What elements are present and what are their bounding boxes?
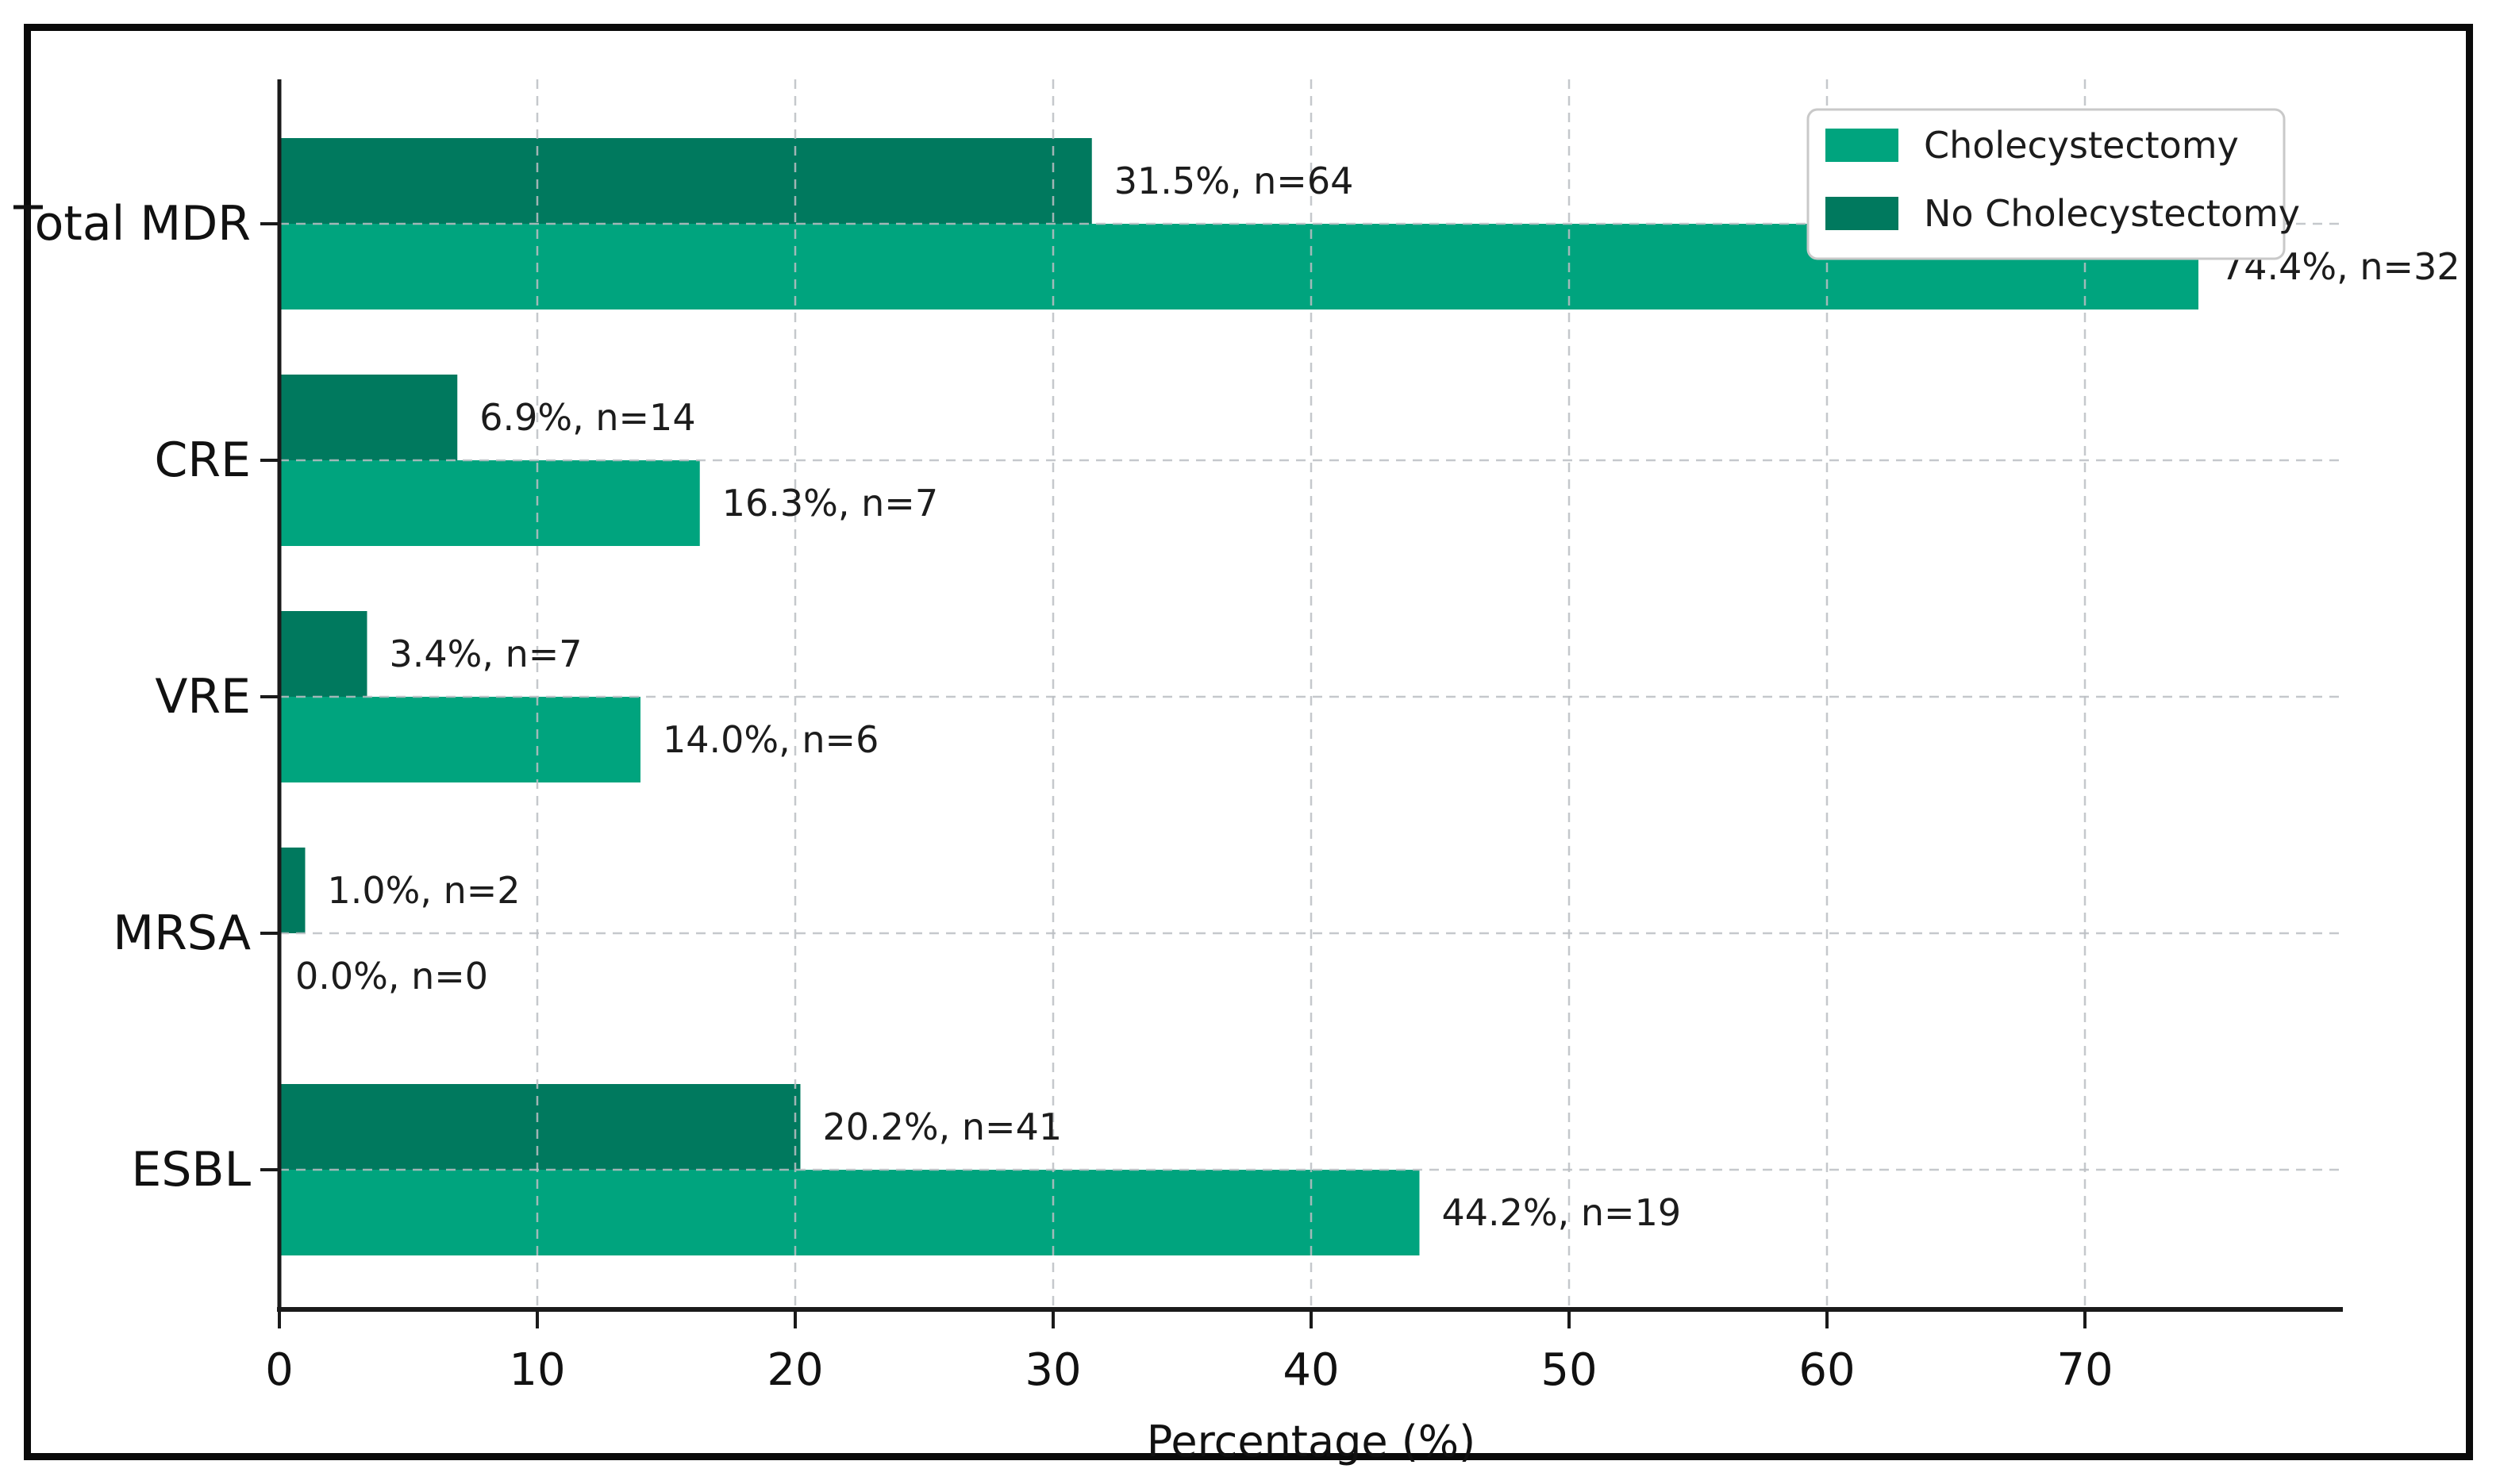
bar-no-cholecystectomy-1 xyxy=(279,375,458,460)
legend-label: Cholecystectomy xyxy=(1924,124,2239,167)
bar-label-cholecystectomy: 0.0%, n=0 xyxy=(295,955,488,998)
legend-swatch-no-cholecystectomy xyxy=(1825,197,1898,230)
bar-label-cholecystectomy: 16.3%, n=7 xyxy=(722,482,938,525)
bar-label-no-cholecystectomy: 1.0%, n=2 xyxy=(328,869,521,912)
bar-no-cholecystectomy-0 xyxy=(279,138,1092,224)
x-tick-label: 40 xyxy=(1283,1344,1339,1396)
x-axis-label: Percentage (%) xyxy=(1147,1417,1475,1467)
bar-no-cholecystectomy-2 xyxy=(279,611,367,697)
bar-no-cholecystectomy-4 xyxy=(279,1084,801,1170)
x-tick-label: 70 xyxy=(2056,1344,2113,1396)
bar-cholecystectomy-2 xyxy=(279,697,640,782)
y-category-label: VRE xyxy=(155,669,251,725)
bar-label-no-cholecystectomy: 20.2%, n=41 xyxy=(823,1105,1063,1148)
y-category-label: Total MDR xyxy=(13,196,251,252)
bar-label-no-cholecystectomy: 3.4%, n=7 xyxy=(390,632,583,675)
bar-label-cholecystectomy: 14.0%, n=6 xyxy=(663,718,879,761)
x-tick-label: 10 xyxy=(509,1344,565,1396)
x-tick-label: 30 xyxy=(1025,1344,1081,1396)
y-category-label: MRSA xyxy=(113,905,251,961)
x-tick-label: 60 xyxy=(1798,1344,1855,1396)
legend-swatch-cholecystectomy xyxy=(1825,129,1898,162)
bar-label-cholecystectomy: 44.2%, n=19 xyxy=(1442,1191,1682,1234)
x-tick-label: 0 xyxy=(265,1344,294,1396)
legend-box xyxy=(1806,108,2286,260)
legend-label: No Cholecystectomy xyxy=(1924,192,2300,235)
bar-cholecystectomy-4 xyxy=(279,1170,1420,1255)
bar-cholecystectomy-1 xyxy=(279,460,700,546)
x-tick-label: 20 xyxy=(767,1344,823,1396)
y-category-label: CRE xyxy=(155,433,252,488)
bar-label-no-cholecystectomy: 31.5%, n=64 xyxy=(1114,160,1354,202)
bar-label-no-cholecystectomy: 6.9%, n=14 xyxy=(479,396,695,439)
y-category-label: ESBL xyxy=(131,1142,251,1198)
bar-no-cholecystectomy-3 xyxy=(279,848,306,933)
x-tick-label: 50 xyxy=(1540,1344,1597,1396)
